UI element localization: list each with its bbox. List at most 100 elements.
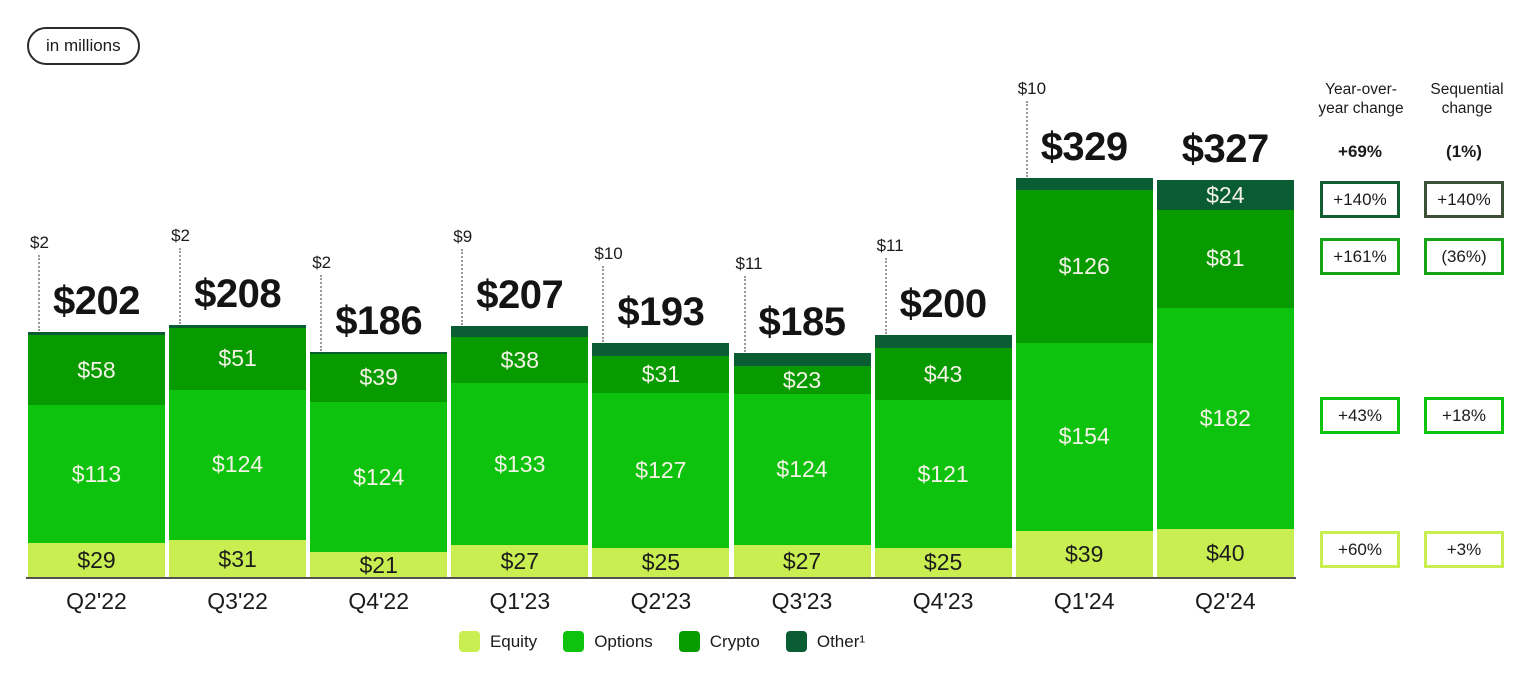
segment-value-label: $40 bbox=[1206, 540, 1245, 567]
legend-swatch bbox=[785, 631, 807, 652]
bar-total-label: $327 bbox=[1181, 127, 1269, 172]
x-axis-line bbox=[26, 577, 1296, 579]
bar-segment-equity: $29 bbox=[28, 542, 165, 578]
bar-segment-other bbox=[592, 343, 730, 356]
yoy-change-header: Year-over- year change bbox=[1318, 81, 1404, 117]
bar-segment-options: $113 bbox=[28, 405, 165, 543]
legend-item: Crypto bbox=[678, 631, 760, 652]
sequential-change-box-equity: +3% bbox=[1424, 531, 1504, 568]
segment-value-label: $27 bbox=[500, 548, 539, 575]
bar-segment-options: $124 bbox=[169, 389, 307, 541]
segment-value-label: $182 bbox=[1199, 405, 1251, 432]
legend-swatch bbox=[458, 631, 480, 652]
bar-total-label: $202 bbox=[53, 279, 140, 324]
bar-segment-equity: $40 bbox=[1156, 529, 1294, 578]
segment-value-label: $58 bbox=[77, 356, 116, 383]
bar-segment-crypto: $43 bbox=[874, 348, 1012, 401]
other-leader-line bbox=[602, 266, 605, 343]
x-axis-label: Q1'24 bbox=[1053, 588, 1115, 614]
segment-value-label: $27 bbox=[782, 548, 822, 575]
segment-value-label: $126 bbox=[1058, 253, 1110, 280]
x-axis-label: Q3'22 bbox=[207, 588, 268, 614]
segment-value-label: $43 bbox=[923, 360, 963, 387]
other-leader-line bbox=[1025, 101, 1028, 177]
segment-value-label: $39 bbox=[1065, 540, 1104, 567]
segment-value-label: $113 bbox=[71, 460, 122, 487]
yoy-change-box-options: +43% bbox=[1320, 397, 1400, 434]
bar-segment-crypto: $126 bbox=[1015, 190, 1153, 344]
segment-value-label: $25 bbox=[641, 549, 681, 576]
segment-value-label: $154 bbox=[1058, 423, 1110, 450]
bar-segment-equity: $39 bbox=[1015, 530, 1153, 578]
other-leader-line bbox=[884, 257, 887, 334]
legend-item: Other¹ bbox=[785, 631, 865, 652]
other-value-label: $11 bbox=[735, 254, 763, 274]
segment-value-label: $29 bbox=[77, 546, 116, 573]
segment-value-label: $124 bbox=[212, 451, 264, 478]
sequential-change-box-options: +18% bbox=[1424, 397, 1504, 434]
segment-value-label: $133 bbox=[494, 450, 546, 477]
bar-segment-options: $154 bbox=[1015, 343, 1153, 531]
segment-value-label: $39 bbox=[359, 364, 398, 391]
x-axis-label: Q3'23 bbox=[771, 588, 833, 614]
bar-segment-crypto: $38 bbox=[451, 337, 589, 384]
segment-value-label: $23 bbox=[782, 366, 822, 393]
bar-total-label: $200 bbox=[899, 281, 987, 326]
bar-segment-equity: $27 bbox=[733, 545, 871, 578]
bar-segment-other bbox=[451, 326, 589, 338]
sequential-change-box-other: +140% bbox=[1424, 181, 1504, 218]
bar-total-label: $207 bbox=[476, 273, 564, 318]
bar-segment-other: $24 bbox=[1156, 180, 1294, 210]
x-axis-label: Q2'23 bbox=[630, 588, 692, 614]
bar-segment-crypto: $81 bbox=[1156, 209, 1294, 309]
yoy-change-box-other: +140% bbox=[1320, 181, 1400, 218]
legend-label: Crypto bbox=[709, 631, 760, 651]
bar-segment-options: $124 bbox=[733, 394, 871, 546]
bar-segment-other bbox=[310, 351, 448, 355]
other-leader-line bbox=[461, 249, 464, 326]
bar-segment-equity: $27 bbox=[451, 545, 589, 578]
bar-segment-options: $182 bbox=[1156, 308, 1294, 530]
units-badge-label: in millions bbox=[46, 36, 121, 55]
bar-segment-other bbox=[733, 353, 871, 367]
legend-item: Options bbox=[563, 631, 653, 652]
bar-total-label: $329 bbox=[1040, 125, 1128, 169]
bar-segment-equity: $25 bbox=[592, 547, 730, 578]
other-value-label: $2 bbox=[171, 226, 191, 246]
bar-segment-options: $127 bbox=[592, 393, 730, 548]
bar-total-label: $208 bbox=[194, 272, 282, 317]
other-value-label: $2 bbox=[312, 252, 332, 272]
segment-value-label: $38 bbox=[500, 346, 539, 373]
bar-total-label: $185 bbox=[758, 300, 846, 345]
bar-total-label: $186 bbox=[335, 298, 423, 343]
legend-label: Equity bbox=[489, 631, 538, 651]
bar-segment-equity: $31 bbox=[169, 540, 307, 578]
legend-label: Options bbox=[594, 631, 653, 651]
other-leader-line bbox=[743, 276, 746, 353]
yoy-change-box-crypto: +161% bbox=[1320, 238, 1400, 275]
segment-value-label: $25 bbox=[923, 549, 963, 576]
bar-segment-other bbox=[28, 332, 165, 335]
other-value-label: $9 bbox=[453, 227, 473, 247]
other-value-label: $2 bbox=[30, 233, 49, 253]
other-value-label: $10 bbox=[1017, 79, 1047, 98]
x-axis-label: Q2'22 bbox=[66, 588, 127, 614]
x-axis-label: Q1'23 bbox=[489, 588, 551, 614]
bar-segment-other bbox=[169, 325, 307, 328]
sequential-change-header: Sequential change bbox=[1430, 81, 1504, 117]
other-leader-line bbox=[179, 248, 182, 325]
segment-value-label: $127 bbox=[635, 456, 687, 483]
sequential-change-box-crypto: (36%) bbox=[1424, 238, 1504, 275]
segment-value-label: $124 bbox=[776, 456, 828, 483]
segment-value-label: $24 bbox=[1206, 181, 1245, 208]
segment-value-label: $81 bbox=[1206, 245, 1245, 272]
bar-total-label: $193 bbox=[617, 290, 705, 335]
bar-segment-crypto: $31 bbox=[592, 355, 730, 394]
bar-segment-other bbox=[1015, 178, 1153, 191]
yoy-total-change: +69% bbox=[1338, 142, 1382, 161]
legend-item: Equity bbox=[458, 631, 538, 652]
other-leader-line bbox=[320, 274, 323, 351]
bar-segment-options: $121 bbox=[874, 400, 1012, 548]
yoy-change-box-equity: +60% bbox=[1320, 531, 1400, 568]
other-value-label: $10 bbox=[594, 244, 623, 264]
